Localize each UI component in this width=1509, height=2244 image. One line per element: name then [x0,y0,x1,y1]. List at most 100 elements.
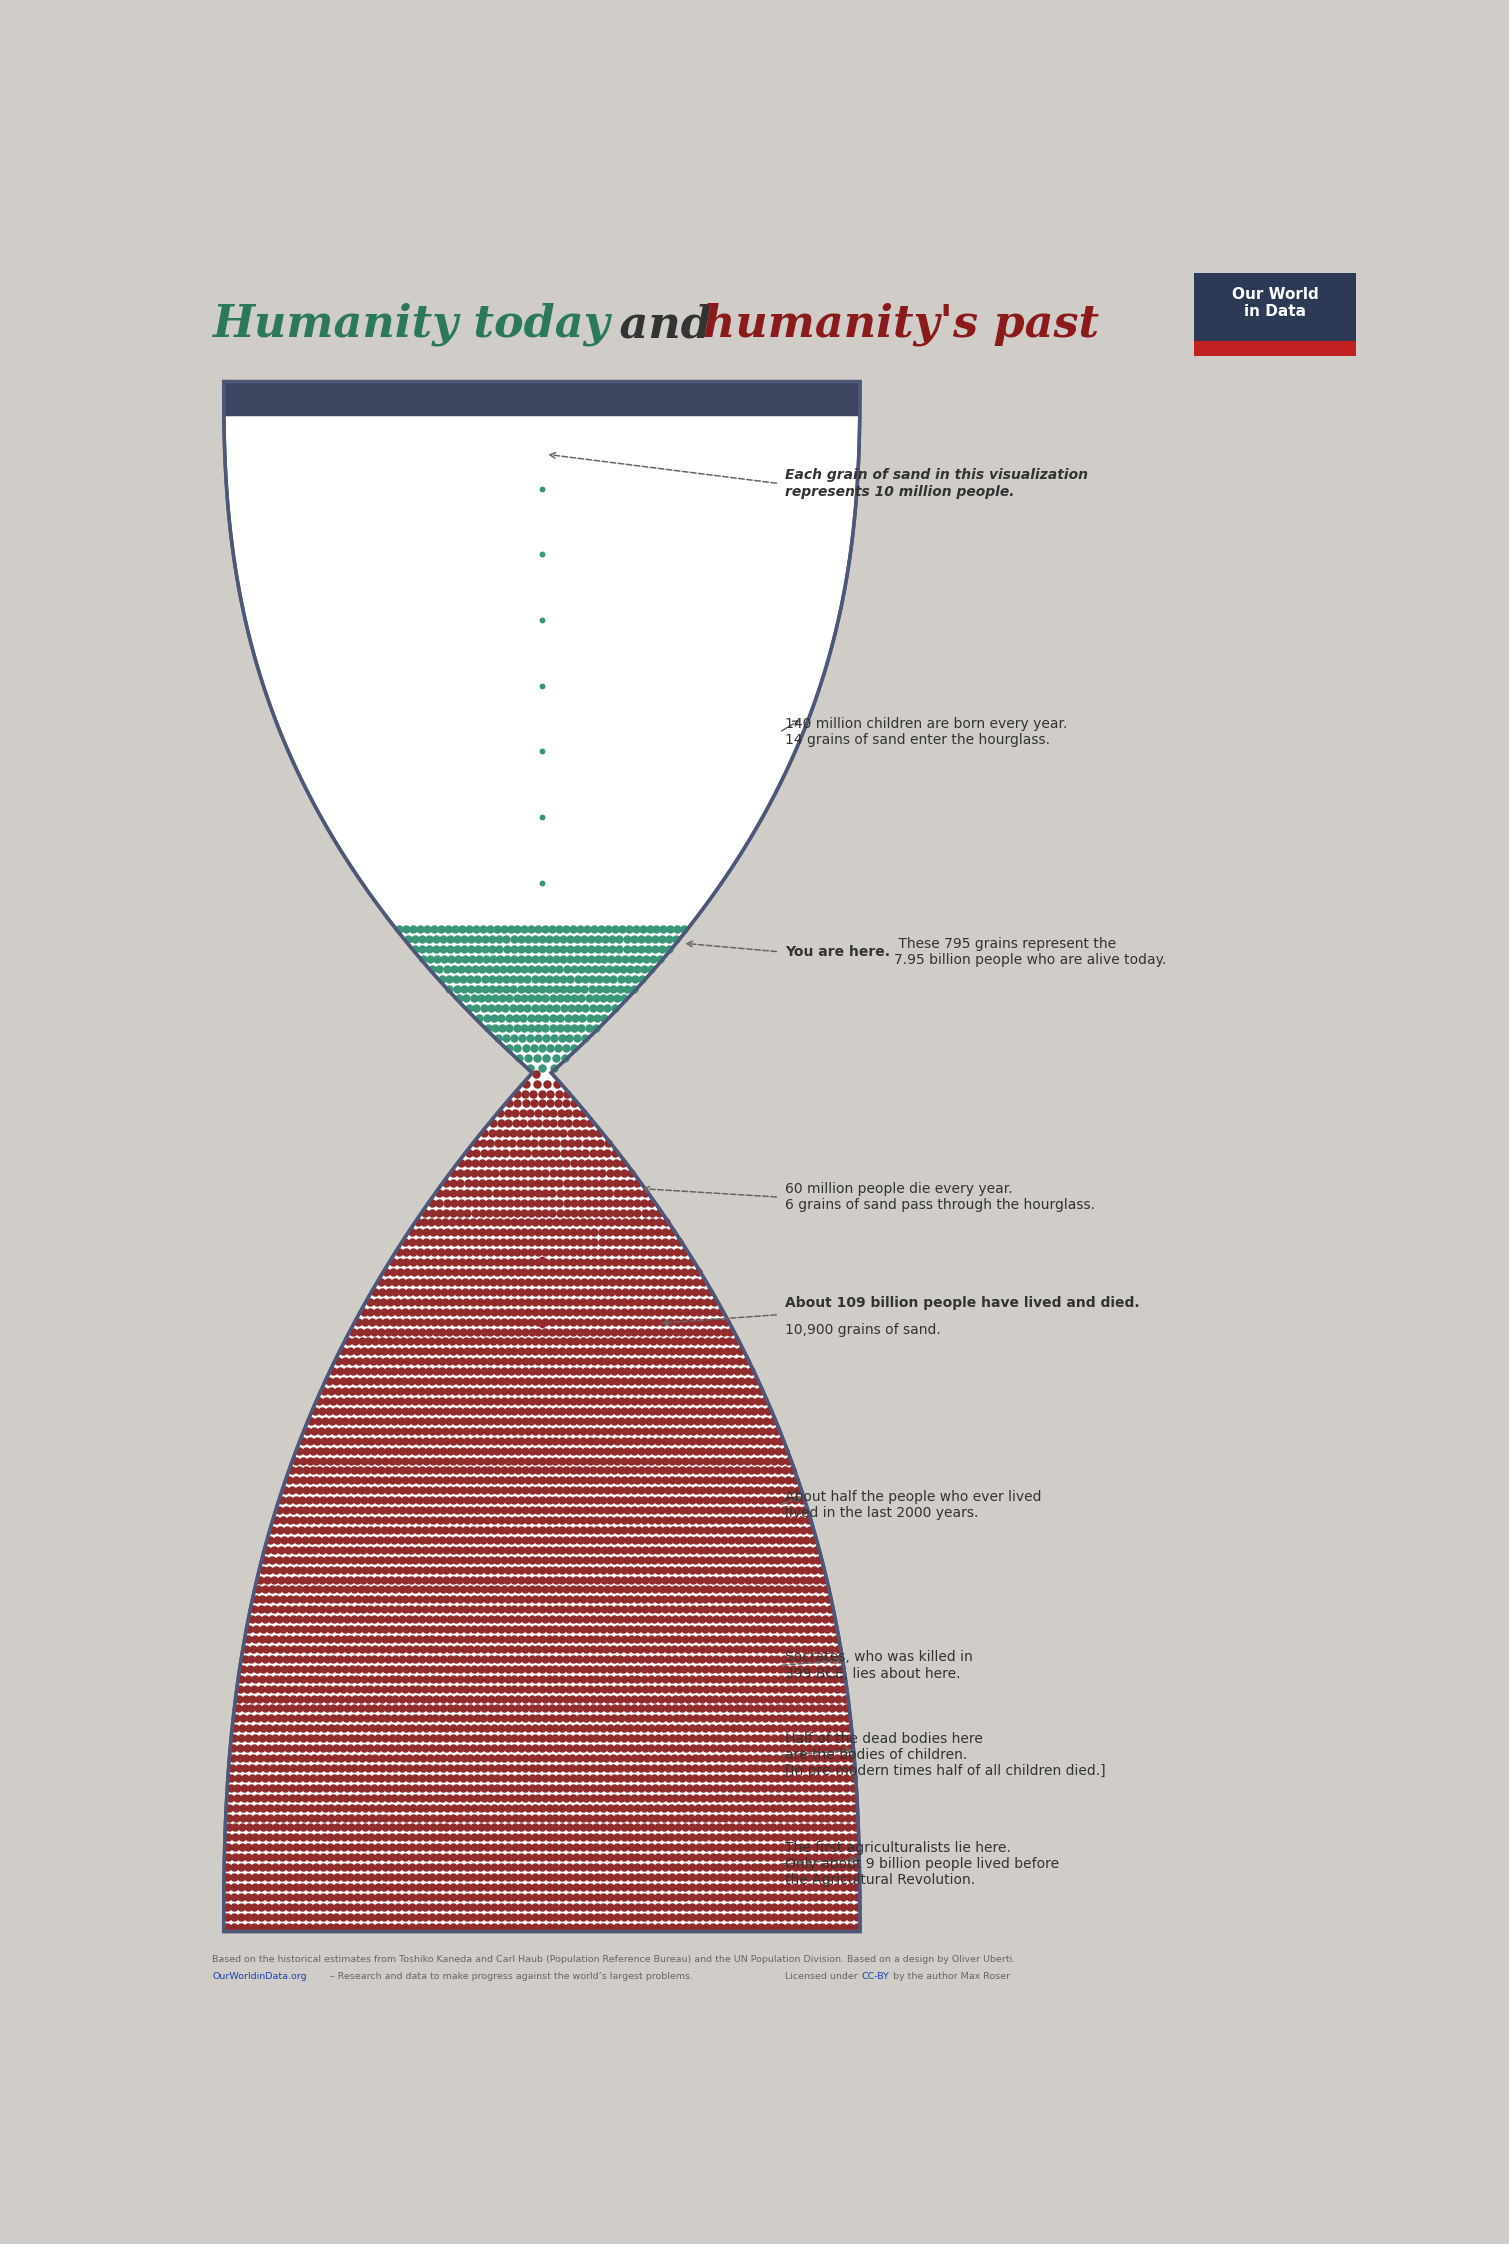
Point [687,1791,711,1827]
Point [516,940,540,976]
Point [506,1156,530,1192]
Point [564,1869,589,1905]
Point [557,1800,581,1836]
Point [687,1858,711,1894]
Point [773,1690,797,1726]
Point [448,1809,472,1845]
Point [623,1344,647,1380]
Point [537,1898,561,1934]
Point [281,1640,305,1676]
Point [308,1690,332,1726]
Point [496,1611,521,1647]
Point [632,1533,656,1569]
Point [252,1571,276,1607]
Point [561,1194,585,1230]
Point [765,1681,789,1717]
Point [640,1620,664,1656]
Point [287,1759,311,1795]
Point [694,1672,718,1708]
Point [492,1492,516,1528]
Point [527,1631,551,1667]
Point [581,1571,605,1607]
Point [495,1829,519,1865]
Point [475,1620,499,1656]
Point [551,1501,575,1537]
Point [386,1829,410,1865]
Point [619,1620,643,1656]
Point [400,1551,424,1587]
Point [430,1344,454,1380]
Point [454,1176,478,1212]
Point [444,1373,468,1409]
Point [619,1165,643,1201]
Point [708,1620,732,1656]
Point [435,951,459,987]
Point [676,1681,700,1717]
Point [611,951,635,987]
Point [284,1820,308,1856]
Point [605,1501,629,1537]
Point [602,1542,626,1578]
Point [318,1443,343,1479]
Point [546,1075,570,1111]
Point [632,1878,656,1914]
Point [727,1829,751,1865]
Point [394,1721,418,1757]
Point [413,1889,438,1925]
Point [355,1402,379,1438]
Point [605,1730,629,1766]
Point [311,1483,335,1519]
Point [407,1652,432,1687]
Point [540,1432,564,1468]
Point [833,1759,857,1795]
Point [727,1820,751,1856]
Point [561,1185,585,1221]
Point [255,1739,279,1775]
Point [537,1394,561,1429]
Point [454,1501,478,1537]
Point [407,1225,432,1261]
Point [700,1483,724,1519]
Point [495,1858,519,1894]
Point [418,940,442,976]
Point [632,1185,656,1221]
Point [570,1889,595,1925]
Point [441,1730,465,1766]
Point [592,1840,616,1876]
Point [813,1771,837,1806]
Point [257,1721,281,1757]
Point [694,1591,718,1627]
Point [770,1889,794,1925]
Point [653,1295,678,1331]
Point [569,1225,593,1261]
Point [465,1542,489,1578]
Point [754,1829,779,1865]
Point [715,1533,739,1569]
Point [383,1750,407,1786]
Point [305,1721,329,1757]
Point [742,1898,767,1934]
Point [619,1483,643,1519]
Point [484,1373,509,1409]
Point [448,1672,472,1708]
Point [818,1730,842,1766]
Point [694,1910,718,1946]
Point [795,1791,819,1827]
Point [584,1620,608,1656]
Point [706,1304,730,1340]
Point [598,1551,622,1587]
Point [413,1551,438,1587]
Point [424,1542,448,1578]
Point [478,1640,502,1676]
Point [570,1620,595,1656]
Point [590,951,614,987]
Point [373,1551,397,1587]
Point [685,1373,709,1409]
Point [430,1759,454,1795]
Point [540,1373,564,1409]
Point [729,1898,753,1934]
Point [745,1690,770,1726]
Point [481,1512,506,1548]
Point [688,1512,712,1548]
Point [543,1483,567,1519]
